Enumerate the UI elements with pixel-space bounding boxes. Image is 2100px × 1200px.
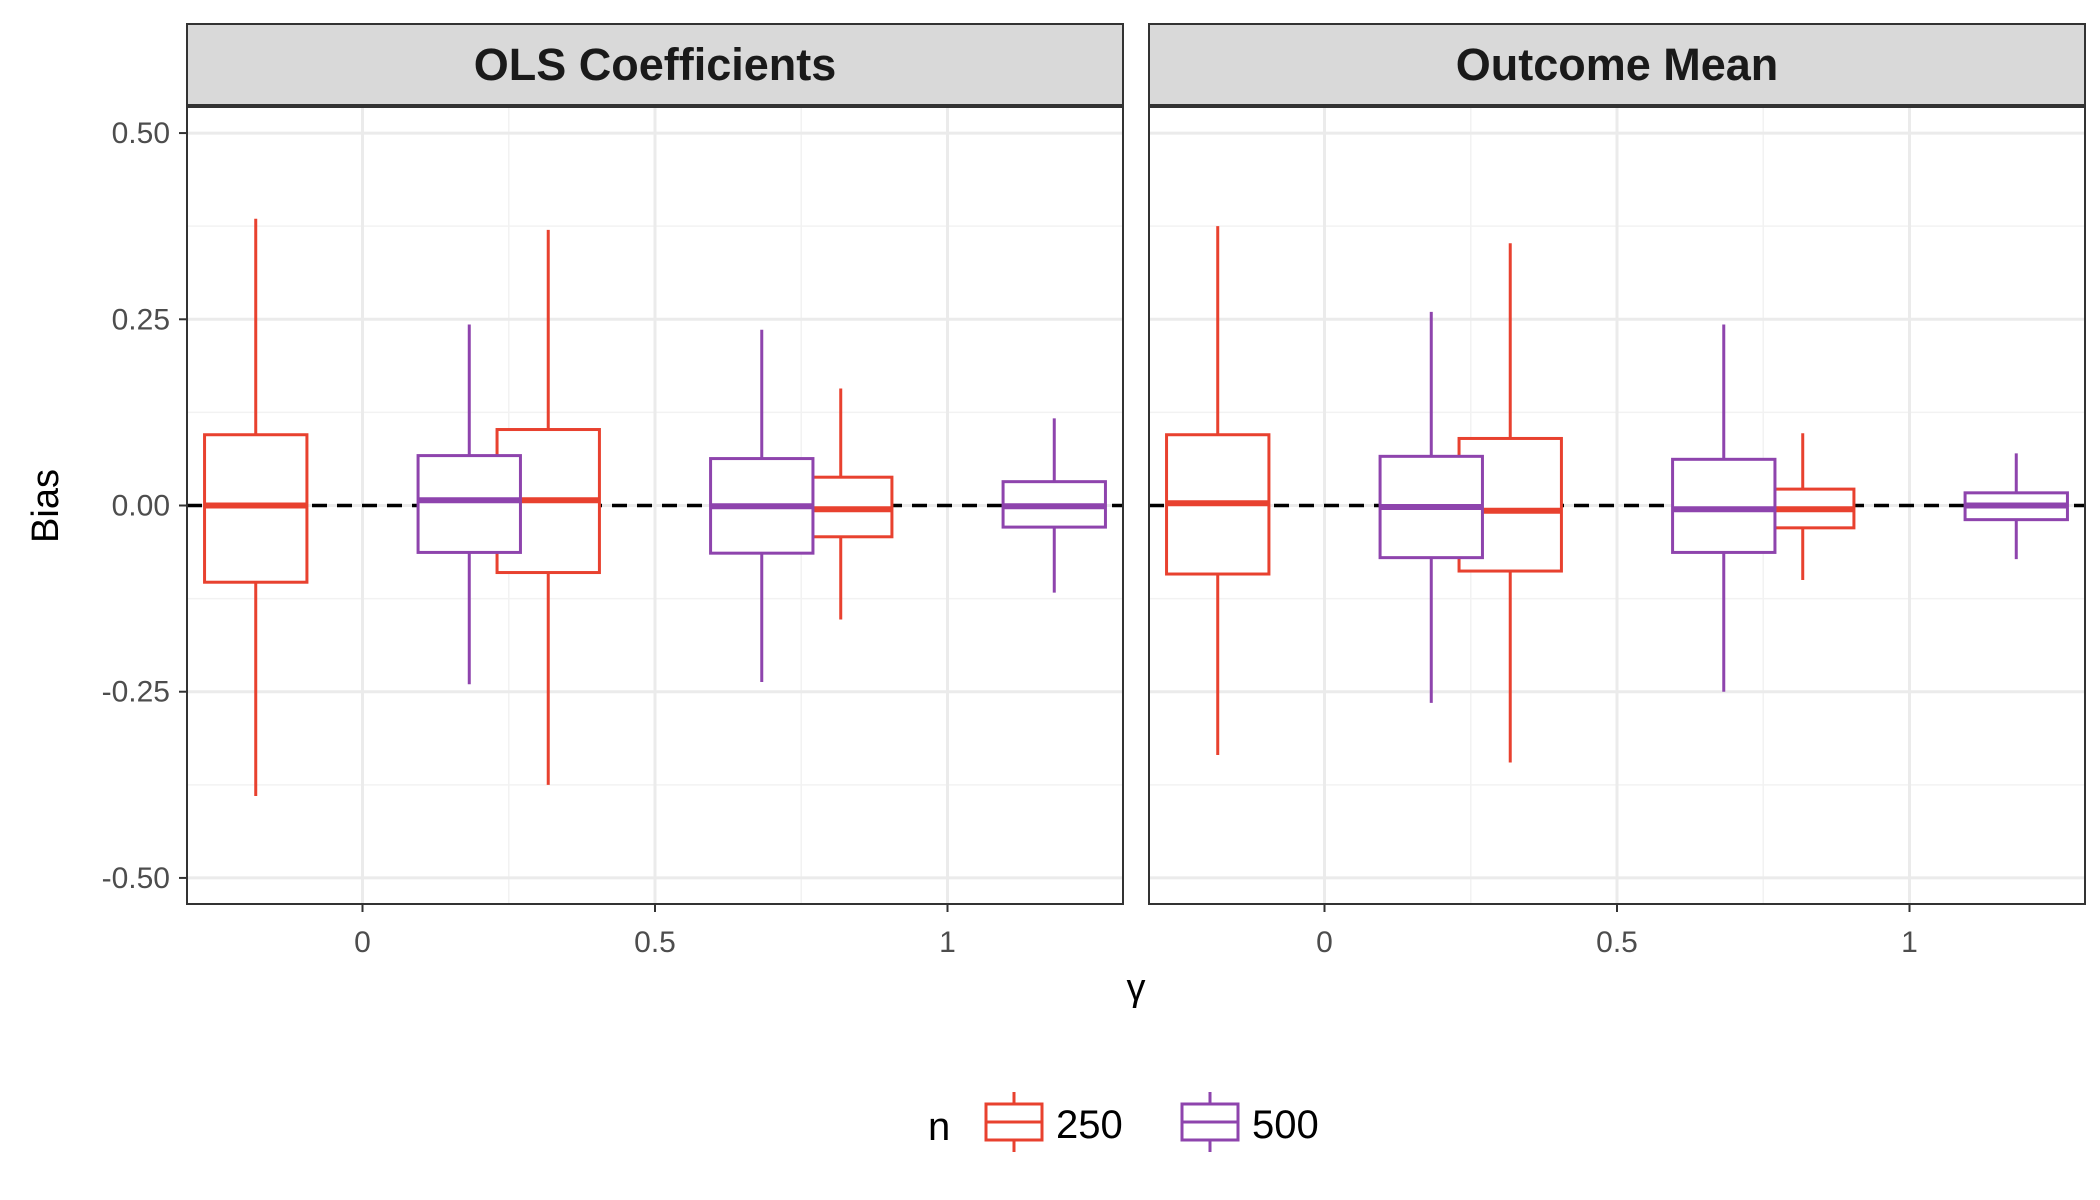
box-n250-gamma-0 — [203, 218, 309, 796]
box-n500-gamma-0.5 — [709, 329, 815, 683]
y-tick-label: -0.25 — [102, 676, 170, 709]
iqr-box — [1671, 457, 1777, 554]
box-n500-gamma-0 — [1378, 311, 1484, 703]
y-axis-ticks: -0.50 -0.25 0.00 0.25 0.50 — [102, 117, 187, 895]
panel-title: Outcome Mean — [1456, 39, 1779, 90]
legend-key-500: 500 — [1180, 1092, 1319, 1152]
boxplots — [1165, 226, 2069, 763]
strip-background — [1148, 23, 2086, 106]
box-n500-gamma-0.5 — [1671, 324, 1777, 692]
legend-title: n — [928, 1105, 950, 1149]
box-n500-gamma-1 — [1963, 453, 2069, 560]
strip-background — [186, 23, 1124, 106]
x-axis-ticks: 0 0.5 1 — [354, 904, 956, 959]
y-tick-label: 0.50 — [112, 117, 170, 150]
panel-ols-coefficients: OLS Coefficients 0 0.5 1 -0.50-0.250.000.2… — [102, 23, 1124, 959]
x-axis-ticks: 0 0.5 1 — [1316, 904, 1918, 959]
legend-keys: 250 500 — [984, 1092, 1319, 1152]
y-tick-label: -0.50 — [102, 862, 170, 895]
x-tick-label: 1 — [1901, 926, 1918, 959]
x-tick-label: 0 — [1316, 926, 1333, 959]
box-n250-gamma-0 — [1165, 226, 1271, 756]
box-n500-gamma-0 — [416, 324, 522, 685]
x-tick-label: 1 — [939, 926, 956, 959]
x-axis-title: γ — [1127, 967, 1146, 1009]
y-tick-label: 0.25 — [112, 303, 170, 336]
legend-key-250: 250 — [984, 1092, 1123, 1152]
panel-outcome-mean: Outcome Mean 0 0.5 1 — [1148, 23, 2086, 959]
legend: n 250 500 — [928, 1092, 1319, 1152]
box-n500-gamma-1 — [1001, 418, 1107, 593]
grid — [187, 107, 1123, 904]
y-axis-title: Bias — [25, 469, 67, 543]
legend-label: 250 — [1056, 1103, 1123, 1147]
x-tick-label: 0 — [354, 926, 371, 959]
legend-label: 500 — [1252, 1103, 1319, 1147]
iqr-box — [416, 454, 522, 554]
boxplots — [203, 218, 1107, 796]
y-tick-label: 0.00 — [112, 490, 170, 523]
x-tick-label: 0.5 — [634, 926, 676, 959]
x-tick-label: 0.5 — [1596, 926, 1638, 959]
panel-title: OLS Coefficients — [474, 39, 837, 90]
grid — [1149, 107, 2085, 904]
